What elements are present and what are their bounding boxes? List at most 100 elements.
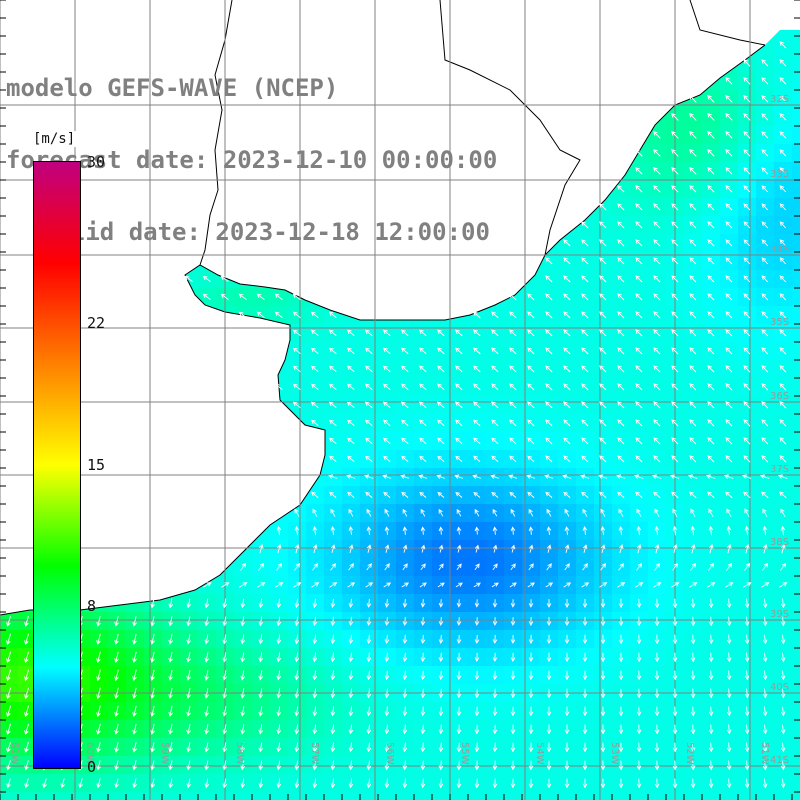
latitude-label: 37S: [770, 464, 789, 475]
wind-cell: [792, 54, 800, 73]
longitude-label: 53W: [609, 742, 620, 765]
wind-cell: [792, 324, 800, 343]
wind-cell: [90, 792, 109, 800]
wind-cell: [792, 36, 800, 55]
longitude-label: 52W: [684, 742, 695, 765]
wind-cell: [612, 792, 631, 800]
wind-cell: [792, 522, 800, 541]
wind-cell: [18, 792, 37, 800]
wind-cell: [702, 792, 721, 800]
wind-cell: [378, 792, 397, 800]
latitude-label: 41S: [770, 755, 789, 766]
wind-cell: [252, 792, 271, 800]
longitude-label: 56W: [384, 742, 395, 765]
colorbar-tick-label: 8: [87, 596, 97, 615]
model-title: modelo GEFS-WAVE (NCEP): [6, 74, 339, 102]
wind-cell: [792, 630, 800, 649]
wind-cell: [792, 396, 800, 415]
longitude-label: 58W: [234, 742, 245, 765]
colorbar-tick-label: 22: [87, 314, 106, 333]
wind-cell: [324, 792, 343, 800]
wind-cell: [108, 792, 127, 800]
longitude-label: 57W: [309, 742, 320, 765]
wind-cell: [792, 486, 800, 505]
latitude-label: 36S: [770, 391, 789, 402]
wind-cell: [792, 72, 800, 91]
wind-cell: [288, 792, 307, 800]
longitude-label: 59W: [159, 742, 170, 765]
wind-cell: [450, 792, 469, 800]
wind-cell: [540, 792, 559, 800]
wind-cell: [792, 756, 800, 775]
colorbar-tick-label: 30: [87, 153, 106, 171]
wind-cell: [792, 468, 800, 487]
wind-cell: [792, 378, 800, 397]
wind-cell: [360, 792, 379, 800]
wind-cell: [36, 792, 55, 800]
wind-cell: [234, 792, 253, 800]
wind-cell: [792, 594, 800, 613]
wind-cell: [180, 792, 199, 800]
wind-cell: [648, 792, 667, 800]
wind-cell: [792, 162, 800, 181]
colorbar-tick-label: 0: [87, 758, 97, 776]
wind-cell: [720, 792, 739, 800]
longitude-label: 61W: [9, 742, 20, 765]
latitude-label: 38S: [770, 537, 789, 548]
wind-cell: [126, 792, 145, 800]
latitude-label: 32S: [770, 94, 789, 105]
colorbar: [33, 161, 81, 769]
wind-cell: [684, 792, 703, 800]
wind-cell: [792, 540, 800, 559]
wind-cell: [558, 792, 577, 800]
wind-cell: [792, 774, 800, 793]
latitude-label: 33S: [770, 169, 789, 180]
wind-cell: [792, 702, 800, 721]
wind-cell: [756, 792, 775, 800]
wind-cell: [792, 360, 800, 379]
wind-cell: [144, 792, 163, 800]
wind-cell: [162, 792, 181, 800]
wind-cell: [792, 432, 800, 451]
wind-cell: [792, 666, 800, 685]
wind-cell: [792, 576, 800, 595]
wind-cell: [342, 792, 361, 800]
wind-cell: [792, 306, 800, 325]
wind-cell: [54, 792, 73, 800]
wind-cell: [792, 216, 800, 235]
wind-cell: [270, 792, 289, 800]
wind-cell: [792, 288, 800, 307]
wind-cell: [306, 792, 325, 800]
wind-cell: [504, 792, 523, 800]
latitude-label: 35S: [770, 317, 789, 328]
wind-cell: [792, 144, 800, 163]
wind-cell: [792, 504, 800, 523]
wind-cell: [792, 450, 800, 469]
wind-cell: [792, 738, 800, 757]
colorbar-unit: [m/s]: [32, 131, 77, 147]
wind-cell: [738, 792, 757, 800]
wind-cell: [396, 792, 415, 800]
wind-cell: [468, 792, 487, 800]
wind-cell: [198, 792, 217, 800]
wind-cell: [792, 252, 800, 271]
longitude-label: 54W: [534, 742, 545, 765]
longitude-label: 55W: [459, 742, 470, 765]
wind-cell: [486, 792, 505, 800]
wind-cell: [774, 792, 793, 800]
wind-cell: [0, 792, 19, 800]
wind-cell: [792, 612, 800, 631]
wind-cell: [792, 270, 800, 289]
wind-cell: [792, 180, 800, 199]
wind-cell: [594, 792, 613, 800]
wind-cell: [630, 792, 649, 800]
wind-cell: [792, 108, 800, 127]
wind-cell: [432, 792, 451, 800]
latitude-label: 34S: [770, 244, 789, 255]
wind-cell: [576, 792, 595, 800]
latitude-label: 39S: [770, 609, 789, 620]
wind-cell: [792, 792, 800, 800]
wind-cell: [792, 342, 800, 361]
